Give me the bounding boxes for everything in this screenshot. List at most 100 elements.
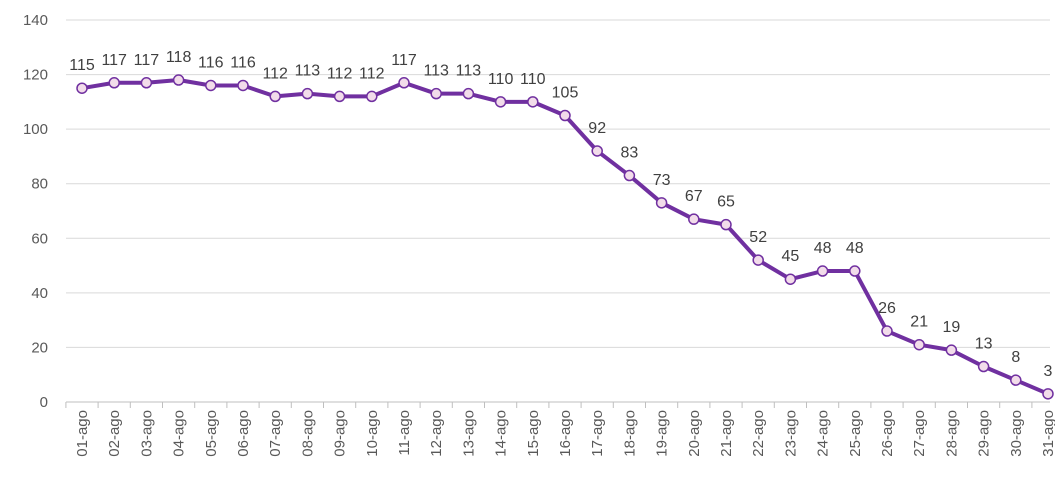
data-label: 92 xyxy=(588,120,606,137)
data-label: 52 xyxy=(749,229,767,246)
x-tick-label: 12-ago xyxy=(428,410,445,457)
marker xyxy=(1042,388,1054,400)
x-tick-label: 30-ago xyxy=(1008,410,1025,457)
x-tick-label: 06-ago xyxy=(235,410,252,457)
marker xyxy=(76,82,88,94)
marker xyxy=(945,344,958,356)
x-tick-label: 18-ago xyxy=(621,410,638,457)
x-tick-label: 01-ago xyxy=(74,410,91,457)
x-tick-label: 11-ago xyxy=(396,410,413,456)
x-tick-label: 20-ago xyxy=(686,410,703,457)
marker xyxy=(108,77,120,89)
data-label: 110 xyxy=(488,71,514,88)
line xyxy=(81,78,1049,396)
marker xyxy=(784,273,797,285)
y-tick-label: 40 xyxy=(31,285,48,302)
marker xyxy=(720,218,732,231)
y-tick-label: 100 xyxy=(23,121,48,138)
x-tick-label: 19-ago xyxy=(654,410,671,457)
marker xyxy=(398,77,410,89)
marker xyxy=(881,325,893,337)
x-tick-label: 25-ago xyxy=(847,410,864,457)
data-label: 117 xyxy=(391,52,417,69)
data-label: 83 xyxy=(621,145,639,162)
marker xyxy=(591,145,603,157)
data-label: 113 xyxy=(423,63,449,80)
y-tick-label: 80 xyxy=(31,176,48,193)
marker xyxy=(462,87,475,100)
marker xyxy=(366,90,378,103)
data-label: 48 xyxy=(814,240,832,257)
data-label: 112 xyxy=(359,65,385,82)
x-tick-label: 15-ago xyxy=(525,410,542,457)
x-tick-label: 27-ago xyxy=(911,410,928,457)
marker xyxy=(913,338,925,351)
data-label: 113 xyxy=(295,63,321,80)
marker xyxy=(688,213,700,225)
data-label: 105 xyxy=(552,85,579,102)
marker xyxy=(977,360,990,373)
marker xyxy=(172,74,185,86)
marker xyxy=(559,109,571,122)
marker xyxy=(623,169,636,182)
marker xyxy=(301,87,314,100)
data-label: 19 xyxy=(943,319,961,336)
data-label: 117 xyxy=(134,52,160,69)
marker xyxy=(816,265,829,277)
data-label: 110 xyxy=(520,71,546,88)
data-label: 26 xyxy=(878,300,896,317)
data-label: 112 xyxy=(327,65,353,82)
marker xyxy=(527,96,539,108)
x-tick-label: 03-ago xyxy=(138,410,155,457)
x-tick-label: 07-ago xyxy=(267,410,284,457)
data-label: 117 xyxy=(101,52,127,69)
x-tick-label: 13-ago xyxy=(460,410,477,457)
marker xyxy=(205,79,217,92)
data-label: 8 xyxy=(1011,349,1020,366)
x-tick-label: 24-ago xyxy=(815,410,832,457)
x-tick-label: 17-ago xyxy=(589,410,606,457)
y-tick-label: 60 xyxy=(31,230,48,247)
x-tick-label: 09-ago xyxy=(332,410,349,457)
x-tick-label: 23-ago xyxy=(782,410,799,457)
x-tick-label: 08-ago xyxy=(299,410,316,457)
x-tick-label: 05-ago xyxy=(203,410,220,457)
data-label: 13 xyxy=(975,336,993,353)
x-tick-label: 22-ago xyxy=(750,410,767,457)
marker xyxy=(494,96,507,108)
y-tick-label: 20 xyxy=(31,339,48,356)
data-label: 65 xyxy=(717,194,735,211)
x-tick-label: 28-ago xyxy=(943,410,960,457)
data-label: 112 xyxy=(262,65,288,82)
marker xyxy=(140,77,153,89)
x-tick-label: 16-ago xyxy=(557,410,574,457)
data-label: 21 xyxy=(910,314,928,331)
x-tick-label: 10-ago xyxy=(364,410,381,457)
marker xyxy=(849,265,861,277)
marker xyxy=(655,197,668,209)
data-label: 48 xyxy=(846,240,864,257)
data-label: 118 xyxy=(166,49,192,66)
data-label: 67 xyxy=(685,188,703,205)
y-tick-label: 120 xyxy=(23,67,48,84)
x-tick-label: 04-ago xyxy=(171,410,188,457)
data-label: 116 xyxy=(230,54,256,71)
data-label: 115 xyxy=(69,57,95,74)
marker xyxy=(1010,374,1022,386)
x-tick-label: 29-ago xyxy=(976,410,993,457)
marker xyxy=(752,254,764,266)
y-tick-label: 0 xyxy=(40,394,48,411)
y-tick-label: 140 xyxy=(23,12,48,29)
data-label: 113 xyxy=(456,63,482,80)
x-tick-label: 26-ago xyxy=(879,410,896,457)
data-label: 116 xyxy=(198,54,224,71)
marker xyxy=(333,90,346,103)
marker xyxy=(237,79,249,92)
data-label: 3 xyxy=(1044,363,1053,380)
x-tick-label: 31-ago xyxy=(1040,410,1055,457)
x-tick-label: 21-ago xyxy=(718,410,735,457)
x-tick-label: 14-ago xyxy=(493,410,510,457)
marker xyxy=(430,87,442,100)
data-label: 73 xyxy=(653,172,671,189)
